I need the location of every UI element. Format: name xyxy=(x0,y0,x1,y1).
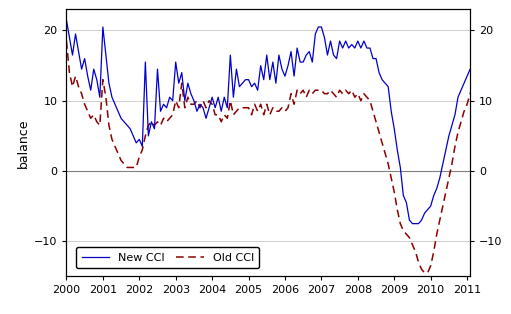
New CCI xyxy=(337,39,343,43)
Old CCI xyxy=(148,120,154,124)
New CCI xyxy=(94,78,100,82)
Old CCI xyxy=(379,141,385,145)
New CCI xyxy=(285,64,291,68)
Old CCI xyxy=(337,88,343,92)
Old CCI xyxy=(63,39,69,43)
Old CCI xyxy=(285,106,291,110)
Y-axis label: balance: balance xyxy=(17,118,30,168)
Old CCI xyxy=(276,109,282,113)
New CCI xyxy=(63,18,69,22)
Line: Old CCI: Old CCI xyxy=(66,30,511,273)
New CCI xyxy=(148,120,154,124)
New CCI xyxy=(276,53,282,57)
Old CCI xyxy=(422,271,428,275)
Old CCI xyxy=(94,120,100,124)
New CCI xyxy=(409,222,415,225)
Line: New CCI: New CCI xyxy=(66,13,511,224)
Old CCI xyxy=(494,29,500,32)
New CCI xyxy=(509,50,511,53)
Legend: New CCI, Old CCI: New CCI, Old CCI xyxy=(76,247,260,268)
New CCI xyxy=(379,78,385,82)
New CCI xyxy=(492,11,498,15)
Old CCI xyxy=(509,57,511,61)
